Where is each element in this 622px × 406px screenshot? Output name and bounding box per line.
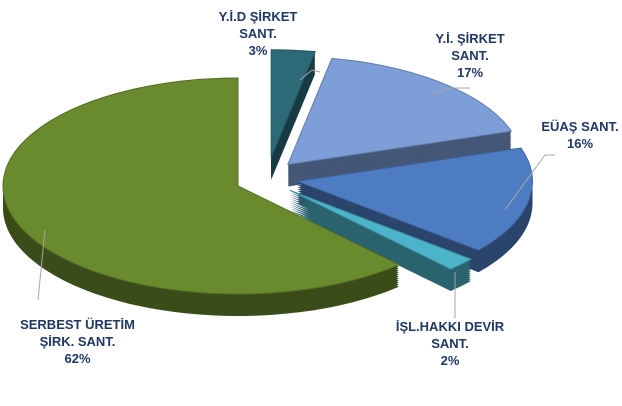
data-label: EÜAŞ SANT. 16% [520, 118, 622, 152]
category-label: Y.İ. ŞİRKET SANT. [435, 31, 505, 63]
value-label: 62% [64, 351, 91, 366]
leader-line [299, 69, 321, 81]
category-label: SERBEST ÜRETİM ŞİRK. SANT. [20, 317, 135, 349]
data-label: Y.İ.D ŞİRKET SANT. 3% [213, 8, 303, 59]
value-label: 16% [566, 136, 594, 151]
slice [295, 147, 533, 251]
data-label: İŞL.HAKKI DEVİR SANT. 2% [380, 318, 520, 369]
category-label: EÜAŞ SANT. [541, 119, 619, 134]
value-label: 17% [456, 65, 484, 80]
slice [289, 189, 473, 270]
data-label: Y.İ. ŞİRKET SANT. 17% [420, 30, 520, 81]
leader-line [429, 87, 470, 96]
value-label: 3% [248, 43, 268, 58]
slice [287, 57, 513, 166]
category-label: Y.İ.D ŞİRKET SANT. [218, 9, 298, 41]
data-label: SERBEST ÜRETİM ŞİRK. SANT. 62% [20, 316, 135, 367]
leader-line [504, 154, 555, 211]
slice [2, 77, 401, 295]
value-label: 2% [440, 353, 460, 368]
category-label: İŞL.HAKKI DEVİR SANT. [395, 319, 505, 351]
leader-line [37, 229, 46, 301]
